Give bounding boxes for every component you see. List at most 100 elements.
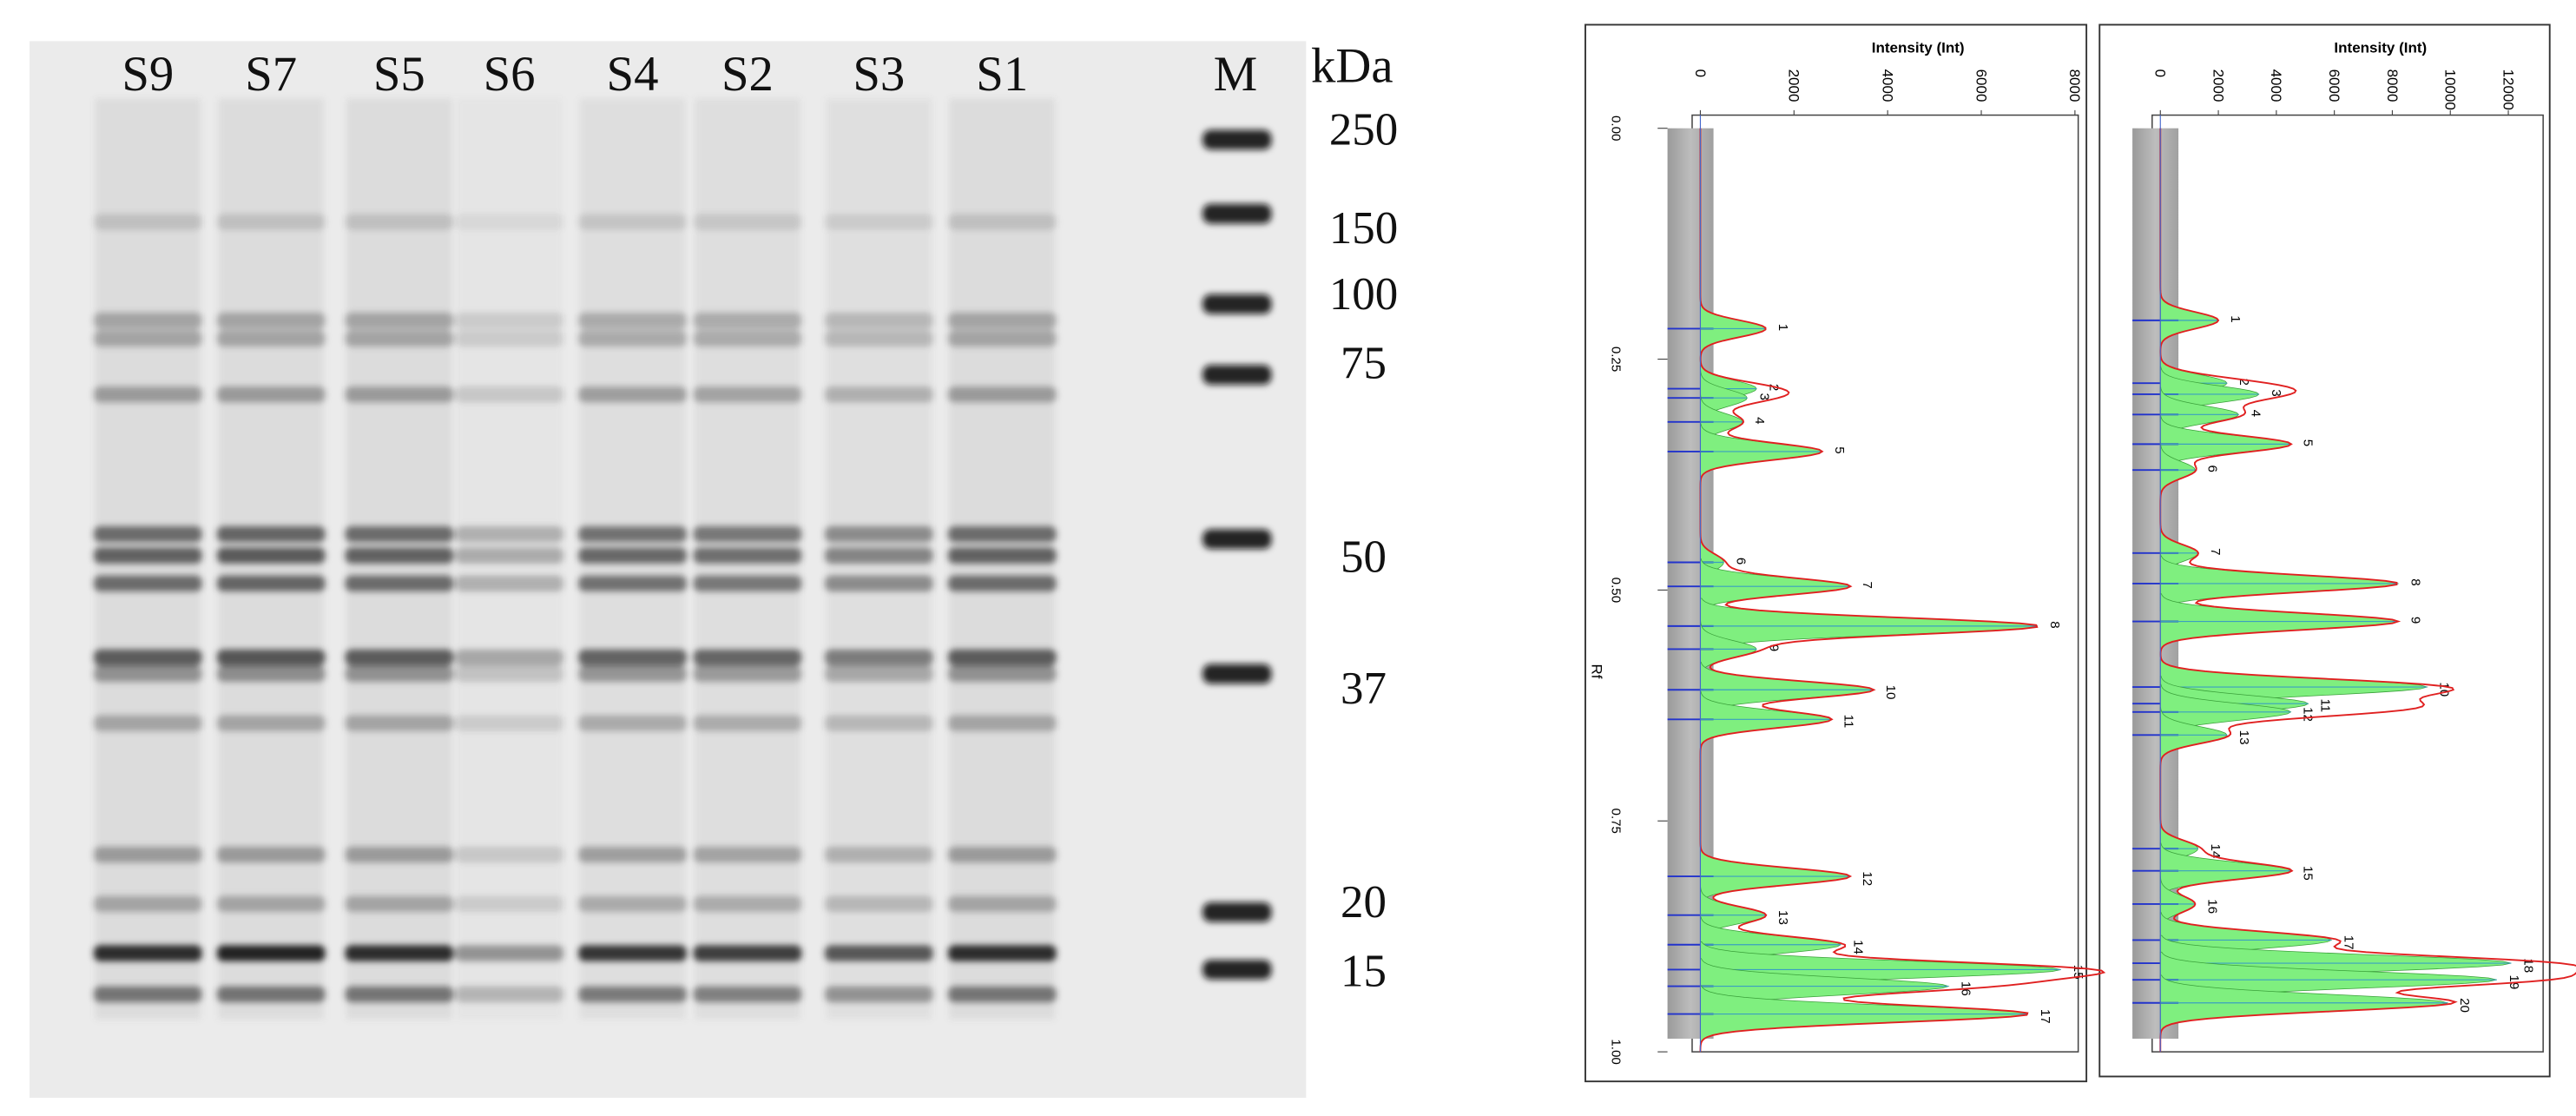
marker-band: [1202, 365, 1272, 385]
band: [824, 386, 933, 403]
band: [345, 715, 454, 732]
band: [93, 386, 202, 403]
band: [578, 986, 687, 1003]
band: [93, 575, 202, 592]
band: [455, 330, 564, 347]
band: [824, 649, 933, 666]
band: [578, 895, 687, 913]
band: [824, 330, 933, 347]
band: [947, 945, 1057, 962]
peak-label: 20: [2457, 998, 2472, 1013]
peak-label: 14: [1850, 940, 1865, 954]
band: [578, 945, 687, 962]
band: [693, 547, 802, 565]
peak-label: 9: [1766, 644, 1781, 651]
band: [455, 575, 564, 592]
marker-label: 250: [1329, 105, 1398, 155]
intensity-tick-label: 4000: [1879, 69, 1895, 102]
band: [947, 895, 1057, 913]
band: [216, 525, 326, 543]
band: [93, 715, 202, 732]
rf-tick-label: 0.75: [1608, 809, 1623, 834]
axis-title: Intensity (Int): [2334, 40, 2427, 56]
marker-band: [1202, 901, 1272, 922]
band: [947, 986, 1057, 1003]
band: [947, 575, 1057, 592]
band: [216, 715, 326, 732]
lane-label: S4: [607, 47, 659, 102]
band: [345, 214, 454, 231]
rf-axis-label: Rf: [1589, 664, 1605, 678]
lane-label: S6: [484, 47, 536, 102]
peak-label: 18: [2521, 958, 2536, 973]
peak-label: 8: [2047, 621, 2062, 628]
peak-label: 10: [1883, 685, 1898, 700]
band: [824, 214, 933, 231]
marker-label: 37: [1341, 664, 1387, 714]
peak-label: 4: [2249, 410, 2263, 417]
band: [947, 386, 1057, 403]
band: [345, 330, 454, 347]
band: [455, 945, 564, 962]
band: [93, 312, 202, 329]
band: [693, 575, 802, 592]
marker-label: 75: [1341, 338, 1387, 388]
peak-label: 10: [2437, 682, 2452, 697]
band: [455, 312, 564, 329]
band: [345, 525, 454, 543]
band: [947, 649, 1057, 666]
lane-label: S7: [245, 47, 297, 102]
peak-label: 8: [2408, 578, 2422, 585]
band: [216, 665, 326, 683]
lane-label: S9: [122, 47, 174, 102]
peak-label: 6: [2204, 465, 2219, 472]
band: [93, 986, 202, 1003]
intensity-tick-label: 12000: [2500, 69, 2516, 110]
peak-label: 12: [2301, 707, 2316, 722]
band: [578, 525, 687, 543]
peak-label: 1: [2228, 315, 2243, 322]
lane-label: S5: [373, 47, 425, 102]
band: [345, 547, 454, 565]
band: [455, 665, 564, 683]
intensity-tick-label: 4000: [2268, 69, 2284, 102]
band: [578, 575, 687, 592]
band: [824, 846, 933, 863]
band: [824, 665, 933, 683]
band: [93, 945, 202, 962]
band: [345, 386, 454, 403]
intensity-tick-label: 6000: [1973, 69, 1989, 102]
peak-label: 6: [1734, 558, 1749, 565]
band: [947, 715, 1057, 732]
band: [947, 330, 1057, 347]
band: [824, 895, 933, 913]
band: [578, 649, 687, 666]
band: [693, 214, 802, 231]
intensity-tick-label: 2000: [2210, 69, 2226, 102]
peak-label: 5: [1832, 446, 1847, 453]
band: [824, 547, 933, 565]
band: [578, 312, 687, 329]
peak-label: 11: [1841, 715, 1856, 729]
panel-frame: [2098, 23, 2551, 1078]
band: [693, 846, 802, 863]
band: [93, 649, 202, 666]
axis-title: Intensity (Int): [1872, 40, 1965, 56]
band: [578, 330, 687, 347]
band: [455, 986, 564, 1003]
marker-label: 50: [1341, 532, 1387, 583]
peak-label: 13: [2237, 730, 2251, 745]
band: [216, 846, 326, 863]
peak-label: 4: [1752, 417, 1767, 424]
band: [216, 895, 326, 913]
intensity-tick-label: 8000: [2384, 69, 2401, 102]
marker-label: 150: [1329, 203, 1398, 254]
band: [693, 715, 802, 732]
band: [578, 547, 687, 565]
lane-label: S1: [976, 47, 1028, 102]
peak-label: 16: [2204, 899, 2219, 914]
band: [824, 525, 933, 543]
band: [455, 214, 564, 231]
band: [693, 525, 802, 543]
band: [216, 649, 326, 666]
